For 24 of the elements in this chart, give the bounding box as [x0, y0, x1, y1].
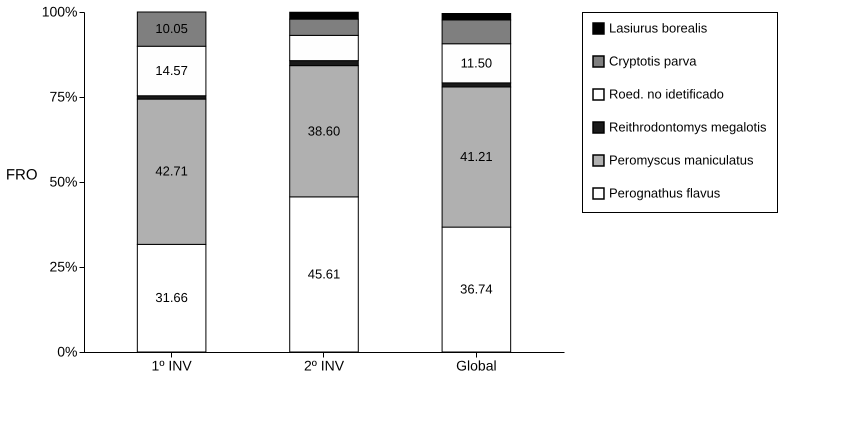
- legend-label: Peromyscus maniculatus: [609, 152, 754, 168]
- legend-label: Cryptotis parva: [609, 54, 698, 68]
- data-label: 38.60: [308, 123, 340, 138]
- legend-label: Reithrodontomys megalotis: [609, 120, 768, 134]
- legend-label: Lasiurus borealis: [609, 20, 708, 36]
- data-label: 45.61: [308, 266, 340, 282]
- y-tick-label: 25%: [49, 258, 78, 274]
- y-axis-title: FRO: [6, 166, 38, 184]
- x-tick-label: Global: [456, 358, 497, 374]
- y-tick-label: 0%: [57, 344, 78, 360]
- x-tick-label: 1º INV: [152, 358, 192, 374]
- legend-label: Perognathus flavus: [609, 186, 721, 200]
- legend-label: Roed. no idetificado: [609, 86, 724, 102]
- y-tick-label: 100%: [42, 4, 78, 20]
- data-label: 31.66: [155, 290, 188, 306]
- data-label: 14.57: [155, 62, 188, 78]
- data-label: 11.50: [460, 55, 492, 70]
- y-tick-label: 75%: [49, 88, 78, 104]
- data-label: 10.05: [155, 21, 188, 36]
- data-label: 36.74: [460, 282, 493, 297]
- x-tick-label: 2º INV: [304, 358, 345, 374]
- data-label: 42.71: [155, 164, 188, 179]
- y-tick-label: 50%: [49, 174, 78, 190]
- data-label: 41.21: [460, 149, 493, 164]
